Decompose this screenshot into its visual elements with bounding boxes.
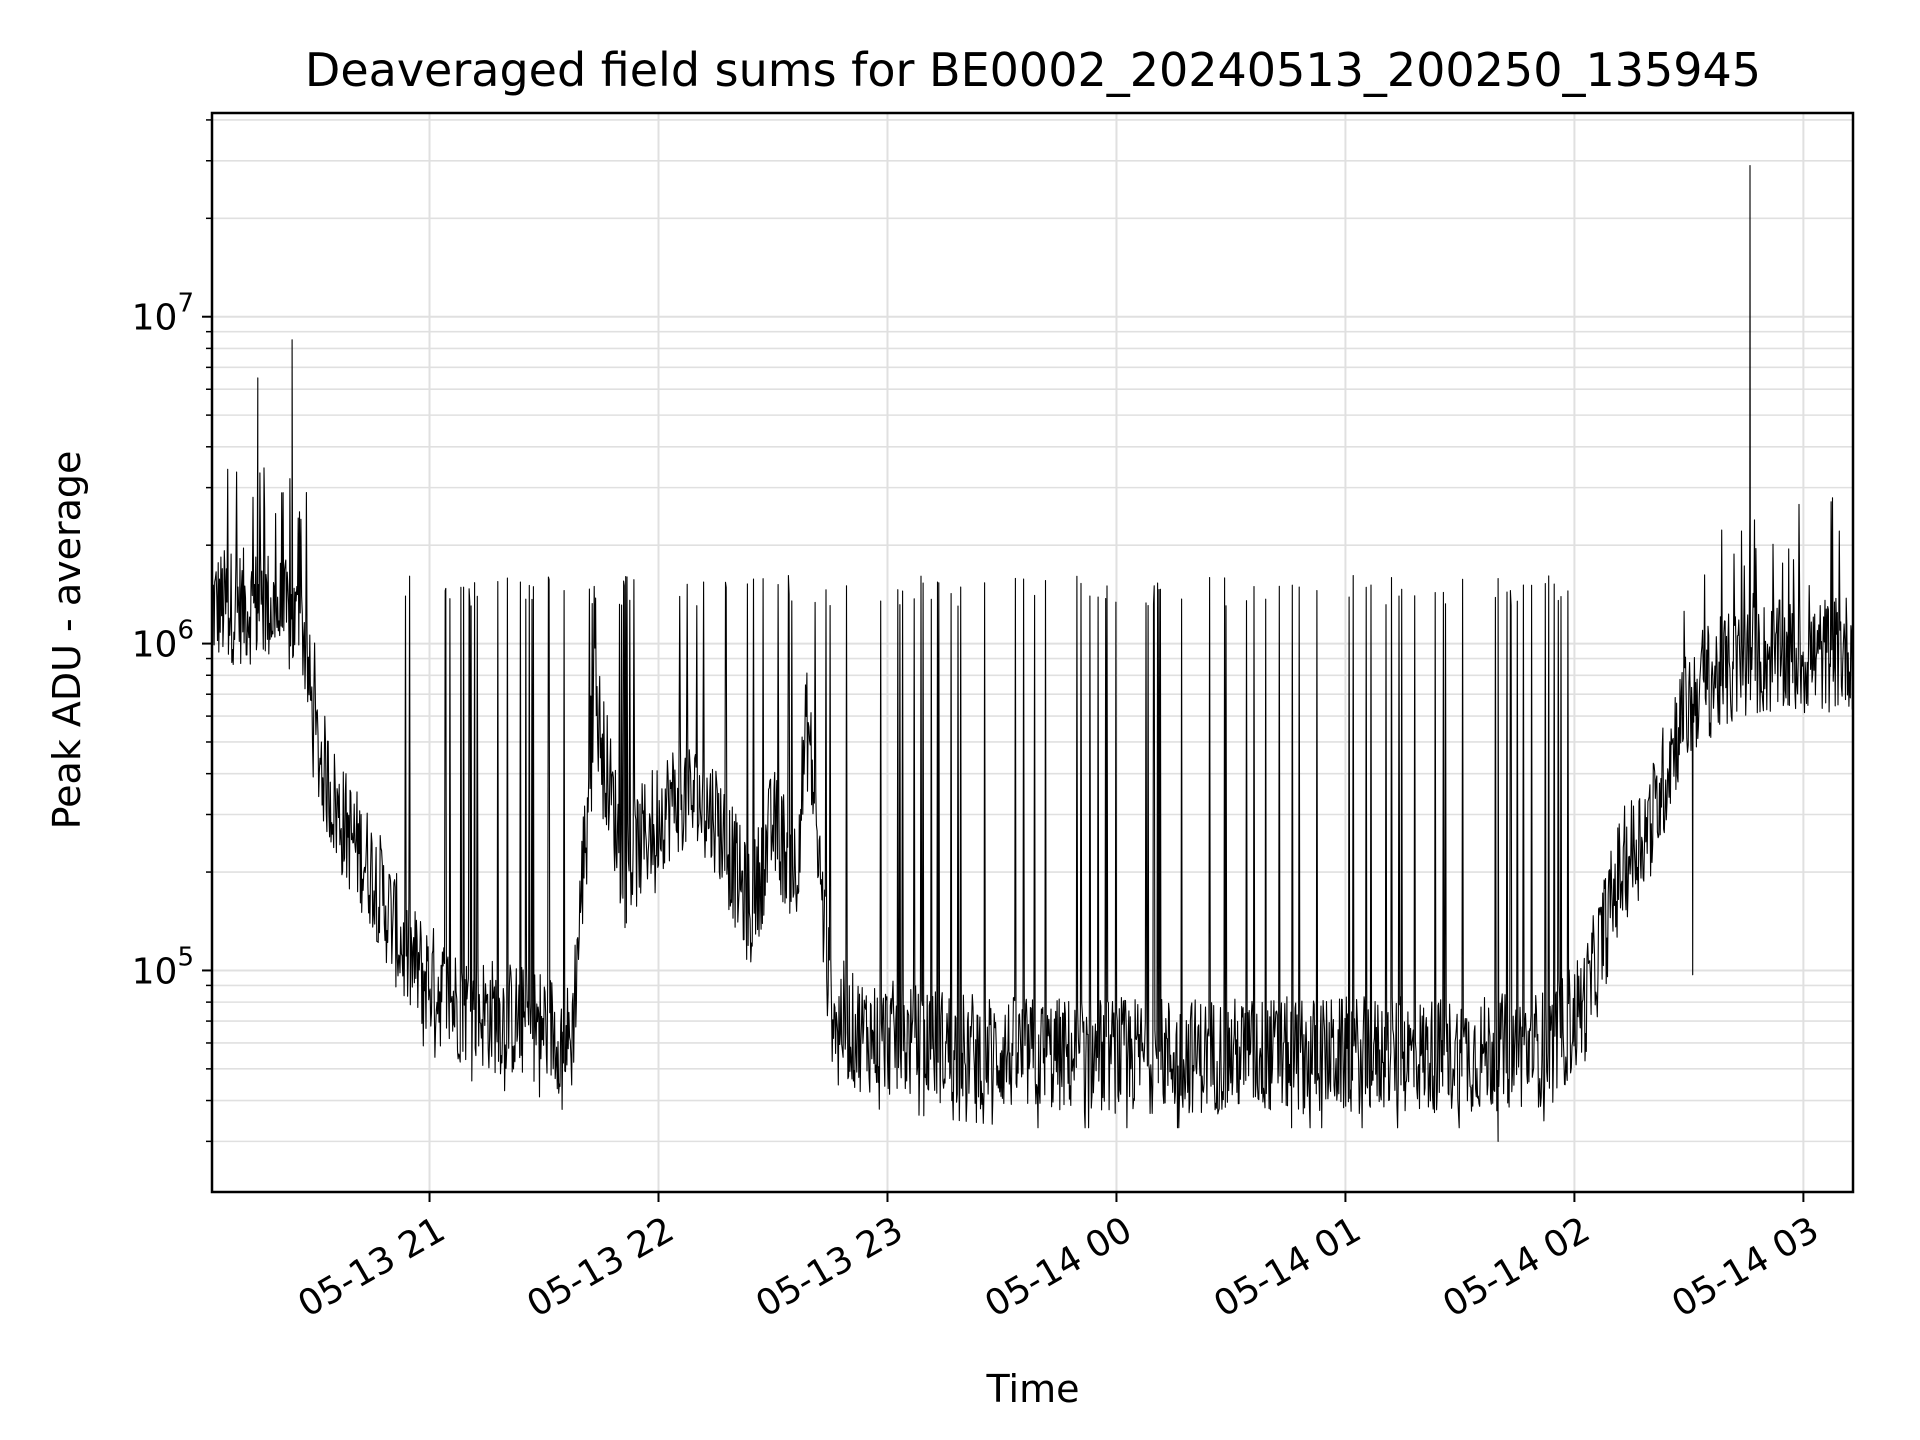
- y-tick-label: 106: [132, 616, 194, 666]
- plot-frame: [210, 111, 1855, 1194]
- series: [211, 165, 1854, 1142]
- x-axis-label: Time: [986, 1367, 1080, 1411]
- series-line: [211, 165, 1854, 1142]
- chart-title: Deaveraged field sums for BE0002_2024051…: [305, 43, 1761, 97]
- y-tick-label: 107: [132, 289, 194, 339]
- y-tick-label: 105: [132, 942, 194, 992]
- y-axis: 105 106 107: [132, 119, 212, 1143]
- y-axis-label: Peak ADU - average: [45, 451, 89, 830]
